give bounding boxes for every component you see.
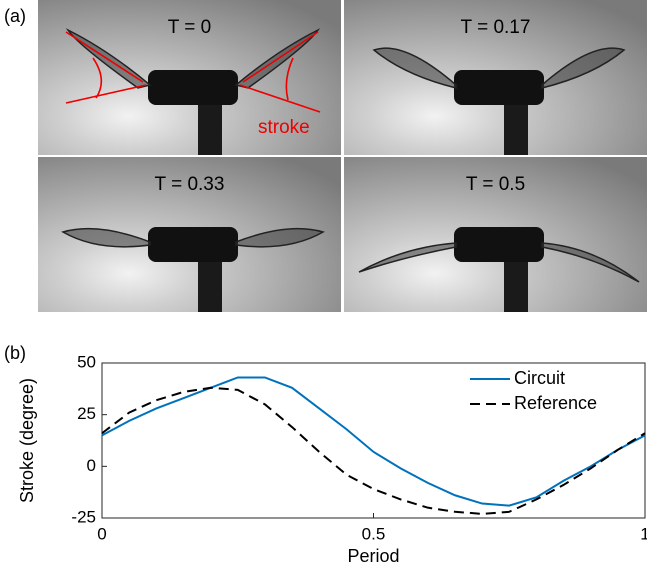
annotation: stroke — [258, 117, 310, 138]
legend-label: Circuit — [514, 368, 565, 388]
x-tick-label: 0 — [97, 524, 106, 543]
photo: T = 0.33 — [38, 157, 341, 312]
photo-label: T = 0.33 — [155, 174, 225, 195]
photo: T = 0 stroke — [38, 0, 341, 155]
photo-label: T = 0 — [168, 17, 211, 38]
panel-label: (a) — [4, 6, 26, 26]
photo: T = 0.17 — [344, 0, 647, 155]
x-tick-label: 1 — [640, 524, 647, 543]
figure: (a) (b) T = 0 stroke T = 0.17 T = 0.33 T = 0… — [0, 0, 647, 573]
body — [454, 70, 544, 105]
photo: T = 0.5 — [344, 157, 647, 312]
y-axis-label: Stroke (degree) — [17, 378, 37, 503]
y-tick-label: 25 — [77, 404, 96, 423]
x-axis-label: Period — [347, 546, 399, 566]
body — [148, 70, 238, 105]
y-tick-label: -25 — [71, 507, 96, 526]
panel-label: (b) — [4, 343, 26, 363]
x-tick-label: 0.5 — [362, 524, 386, 543]
body — [454, 227, 544, 262]
legend-label: Reference — [514, 393, 597, 413]
body — [148, 227, 238, 262]
photo-label: T = 0.17 — [461, 17, 531, 38]
y-tick-label: 50 — [77, 352, 96, 371]
y-tick-label: 0 — [87, 456, 96, 475]
photo-label: T = 0.5 — [466, 174, 525, 195]
